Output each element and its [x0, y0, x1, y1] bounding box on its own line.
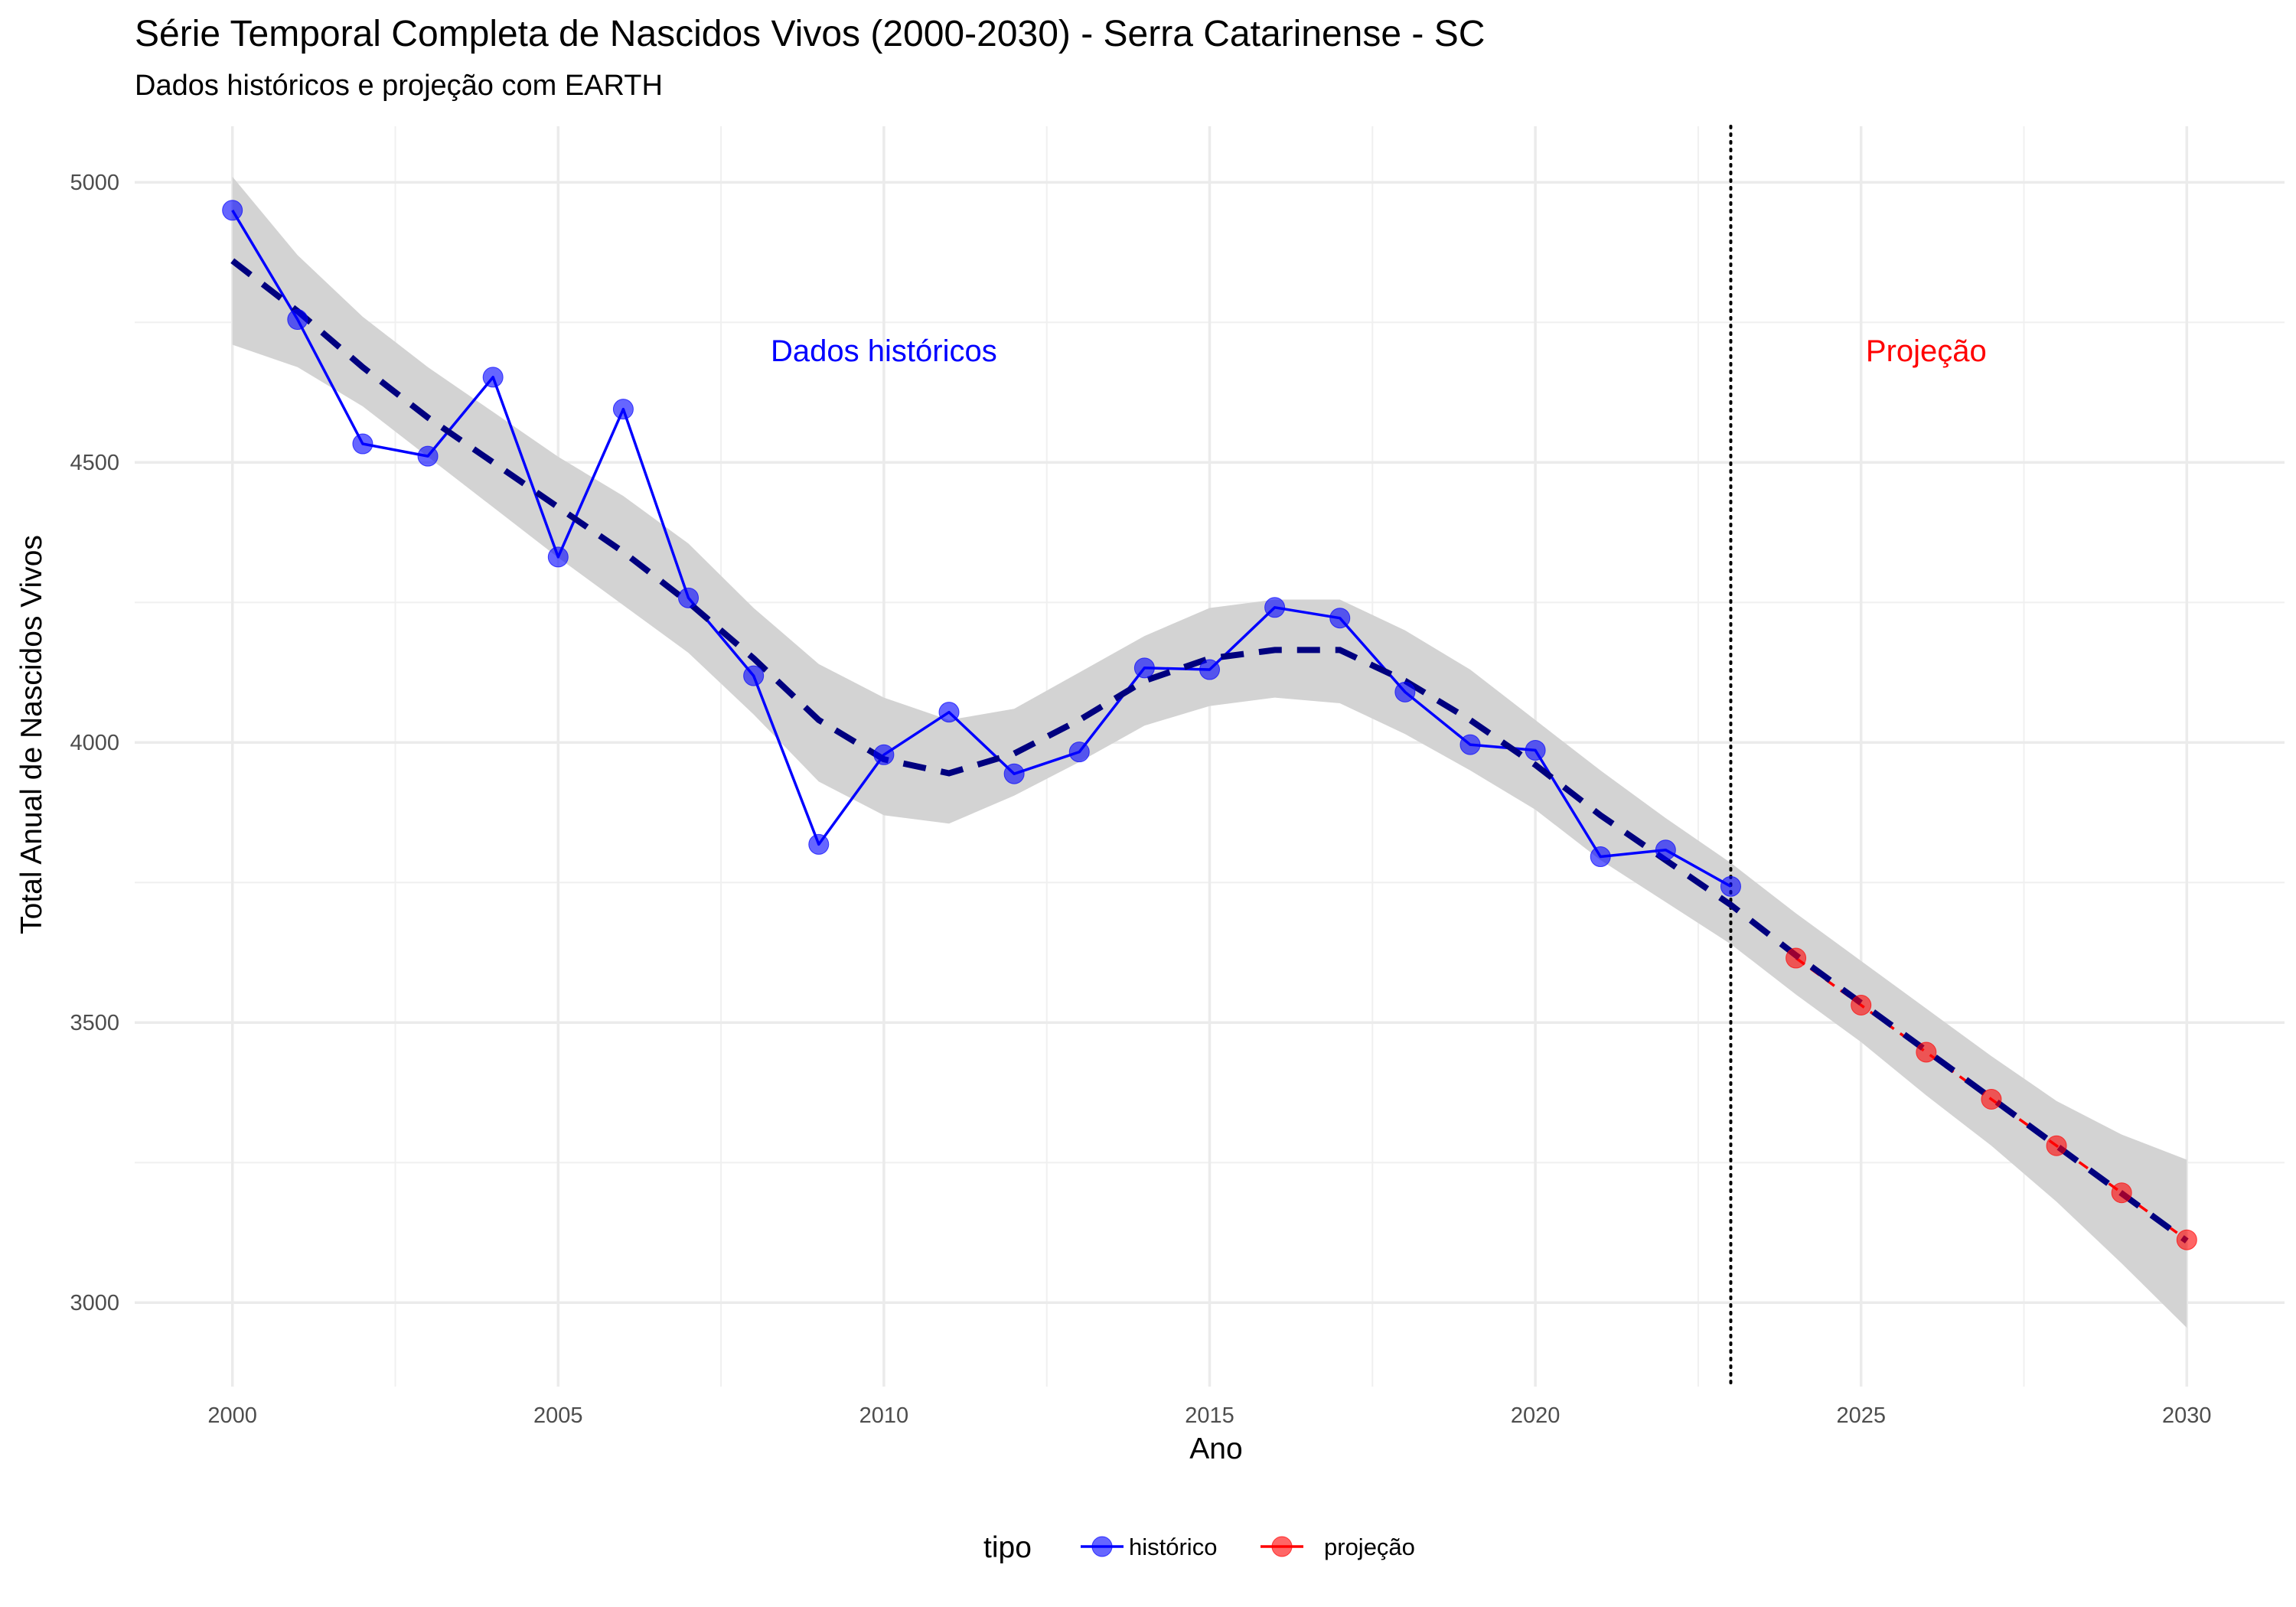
x-tick-label: 2005	[533, 1403, 583, 1428]
y-tick-label: 5000	[70, 171, 119, 195]
data-point-projecao	[1851, 995, 1872, 1016]
y-tick-label: 4500	[70, 451, 119, 475]
annotation-label: Dados históricos	[771, 334, 997, 368]
data-point-historico	[417, 445, 439, 467]
data-point-historico	[547, 546, 569, 568]
y-tick-label: 4000	[70, 731, 119, 755]
x-tick-label: 2000	[207, 1403, 257, 1428]
data-point-historico	[743, 665, 765, 686]
data-point-projecao	[2111, 1182, 2132, 1204]
data-point-historico	[938, 702, 960, 723]
y-tick-label: 3000	[70, 1291, 119, 1315]
data-point-historico	[1329, 608, 1351, 629]
x-tick-label: 2010	[859, 1403, 909, 1428]
data-point-historico	[222, 200, 243, 221]
legend-key-point	[1091, 1536, 1113, 1557]
data-point-projecao	[1786, 947, 1807, 969]
data-point-historico	[873, 744, 895, 765]
legend-title: tipo	[983, 1531, 1032, 1564]
x-tick-label: 2025	[1836, 1403, 1886, 1428]
x-tick-label: 2030	[2162, 1403, 2212, 1428]
legend: tipo histórico projeção	[983, 1531, 1415, 1564]
data-point-historico	[1003, 763, 1025, 784]
x-axis-ticks: 2000 2005 2010 2015 2020 2025 2030	[207, 1403, 2211, 1428]
data-point-historico	[1133, 657, 1155, 679]
data-point-historico	[1525, 739, 1546, 761]
data-point-historico	[612, 399, 634, 420]
data-point-projecao	[1981, 1088, 2002, 1110]
annotation-label: Projeção	[1866, 334, 1987, 368]
data-point-historico	[1655, 839, 1676, 861]
x-tick-label: 2015	[1185, 1403, 1234, 1428]
data-point-historico	[808, 833, 830, 855]
legend-key-point	[1271, 1536, 1293, 1557]
data-point-projecao	[1916, 1041, 1937, 1063]
x-axis-title: Ano	[1189, 1433, 1242, 1465]
data-points	[222, 200, 2197, 1250]
data-point-historico	[1068, 742, 1090, 763]
x-tick-label: 2020	[1511, 1403, 1561, 1428]
data-point-historico	[352, 433, 373, 455]
data-point-historico	[1590, 846, 1611, 868]
data-point-historico	[1199, 659, 1220, 680]
major-gridlines	[135, 126, 2285, 1387]
data-point-historico	[287, 309, 308, 331]
data-point-projecao	[2046, 1135, 2067, 1156]
series-line-historico	[231, 209, 1732, 888]
chart-title: Série Temporal Completa de Nascidos Vivo…	[135, 14, 1485, 54]
y-axis-ticks: 3000 3500 4000 4500 5000	[70, 171, 119, 1315]
data-point-historico	[482, 367, 504, 388]
data-point-projecao	[2176, 1229, 2197, 1250]
data-point-historico	[1264, 597, 1286, 618]
y-tick-label: 3500	[70, 1011, 119, 1035]
chart-subtitle: Dados históricos e projeção com EARTH	[135, 70, 663, 102]
data-point-historico	[1720, 875, 1741, 897]
annotations: Dados históricos Projeção	[771, 334, 1987, 368]
data-point-historico	[1459, 734, 1481, 755]
y-axis-title: Total Anual de Nascidos Vivos	[15, 535, 48, 934]
data-point-historico	[1394, 681, 1416, 702]
legend-label: projeção	[1324, 1534, 1415, 1560]
legend-label: histórico	[1129, 1534, 1217, 1560]
data-point-historico	[678, 587, 700, 608]
